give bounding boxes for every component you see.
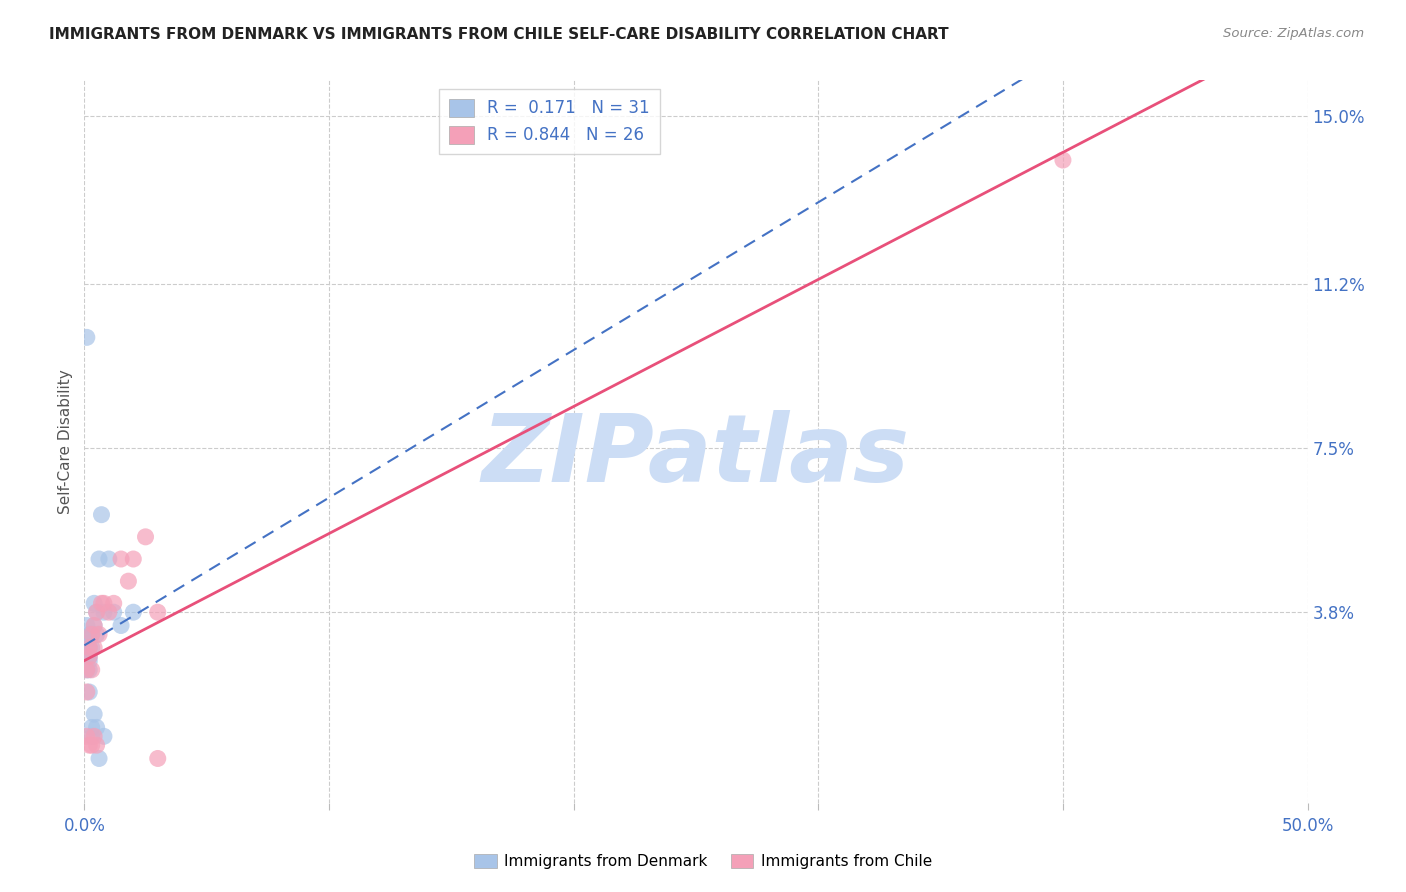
Point [83,596,105,610]
Point [86,605,108,619]
Point [122,605,145,619]
Point [76,636,98,650]
Point [146,605,169,619]
Point [76,663,98,677]
Point [110,618,132,632]
Point [80,627,103,641]
Point [77,654,100,668]
Point [76,729,98,743]
Point [103,596,125,610]
Point [97,552,120,566]
Point [76,330,98,344]
Point [93,729,115,743]
Point [83,707,105,722]
Text: ZIPatlas: ZIPatlas [482,410,910,502]
Point [86,627,108,641]
Point [110,552,132,566]
Point [1052,153,1074,167]
Point [83,618,105,632]
Point [77,685,100,699]
Point [83,618,105,632]
Point [76,618,98,632]
Point [87,751,110,765]
Point [77,640,100,655]
Legend: R =  0.171   N = 31, R = 0.844   N = 26: R = 0.171 N = 31, R = 0.844 N = 26 [439,88,659,154]
Point [80,627,103,641]
Text: Source: ZipAtlas.com: Source: ZipAtlas.com [1223,27,1364,40]
Point [77,663,100,677]
Point [87,552,110,566]
Point [77,649,100,664]
Point [77,627,100,641]
Point [87,627,110,641]
Point [122,552,145,566]
Point [83,640,105,655]
Point [83,729,105,743]
Point [80,663,103,677]
Point [90,596,112,610]
Point [93,605,115,619]
Point [80,721,103,735]
Text: IMMIGRANTS FROM DENMARK VS IMMIGRANTS FROM CHILE SELF-CARE DISABILITY CORRELATIO: IMMIGRANTS FROM DENMARK VS IMMIGRANTS FR… [49,27,949,42]
Point [146,751,169,765]
Point [77,640,100,655]
Point [135,530,157,544]
Point [86,721,108,735]
Point [76,663,98,677]
Point [77,632,100,646]
Y-axis label: Self-Care Disability: Self-Care Disability [58,369,73,514]
Point [80,729,103,743]
Point [77,738,100,752]
Point [76,649,98,664]
Point [77,649,100,664]
Point [117,574,139,589]
Point [86,738,108,752]
Point [76,685,98,699]
Point [80,640,103,655]
Point [80,738,103,752]
Point [103,605,125,619]
Point [90,508,112,522]
Point [86,605,108,619]
Point [93,596,115,610]
Point [97,605,120,619]
Legend: Immigrants from Denmark, Immigrants from Chile: Immigrants from Denmark, Immigrants from… [468,848,938,875]
